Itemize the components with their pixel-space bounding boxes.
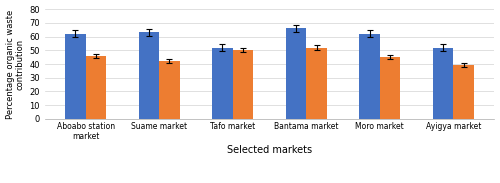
Y-axis label: Percentage organic waste
contribution: Percentage organic waste contribution xyxy=(6,9,25,119)
Bar xyxy=(138,32,159,119)
X-axis label: Selected markets: Selected markets xyxy=(227,145,312,155)
Bar xyxy=(306,48,327,119)
Bar xyxy=(233,50,254,119)
Bar xyxy=(433,48,454,119)
Bar xyxy=(86,56,106,119)
Bar xyxy=(454,65,474,119)
Bar xyxy=(286,28,306,119)
Bar xyxy=(380,57,400,119)
Bar xyxy=(360,34,380,119)
Bar xyxy=(159,61,180,119)
Bar xyxy=(65,34,86,119)
Bar xyxy=(212,48,233,119)
